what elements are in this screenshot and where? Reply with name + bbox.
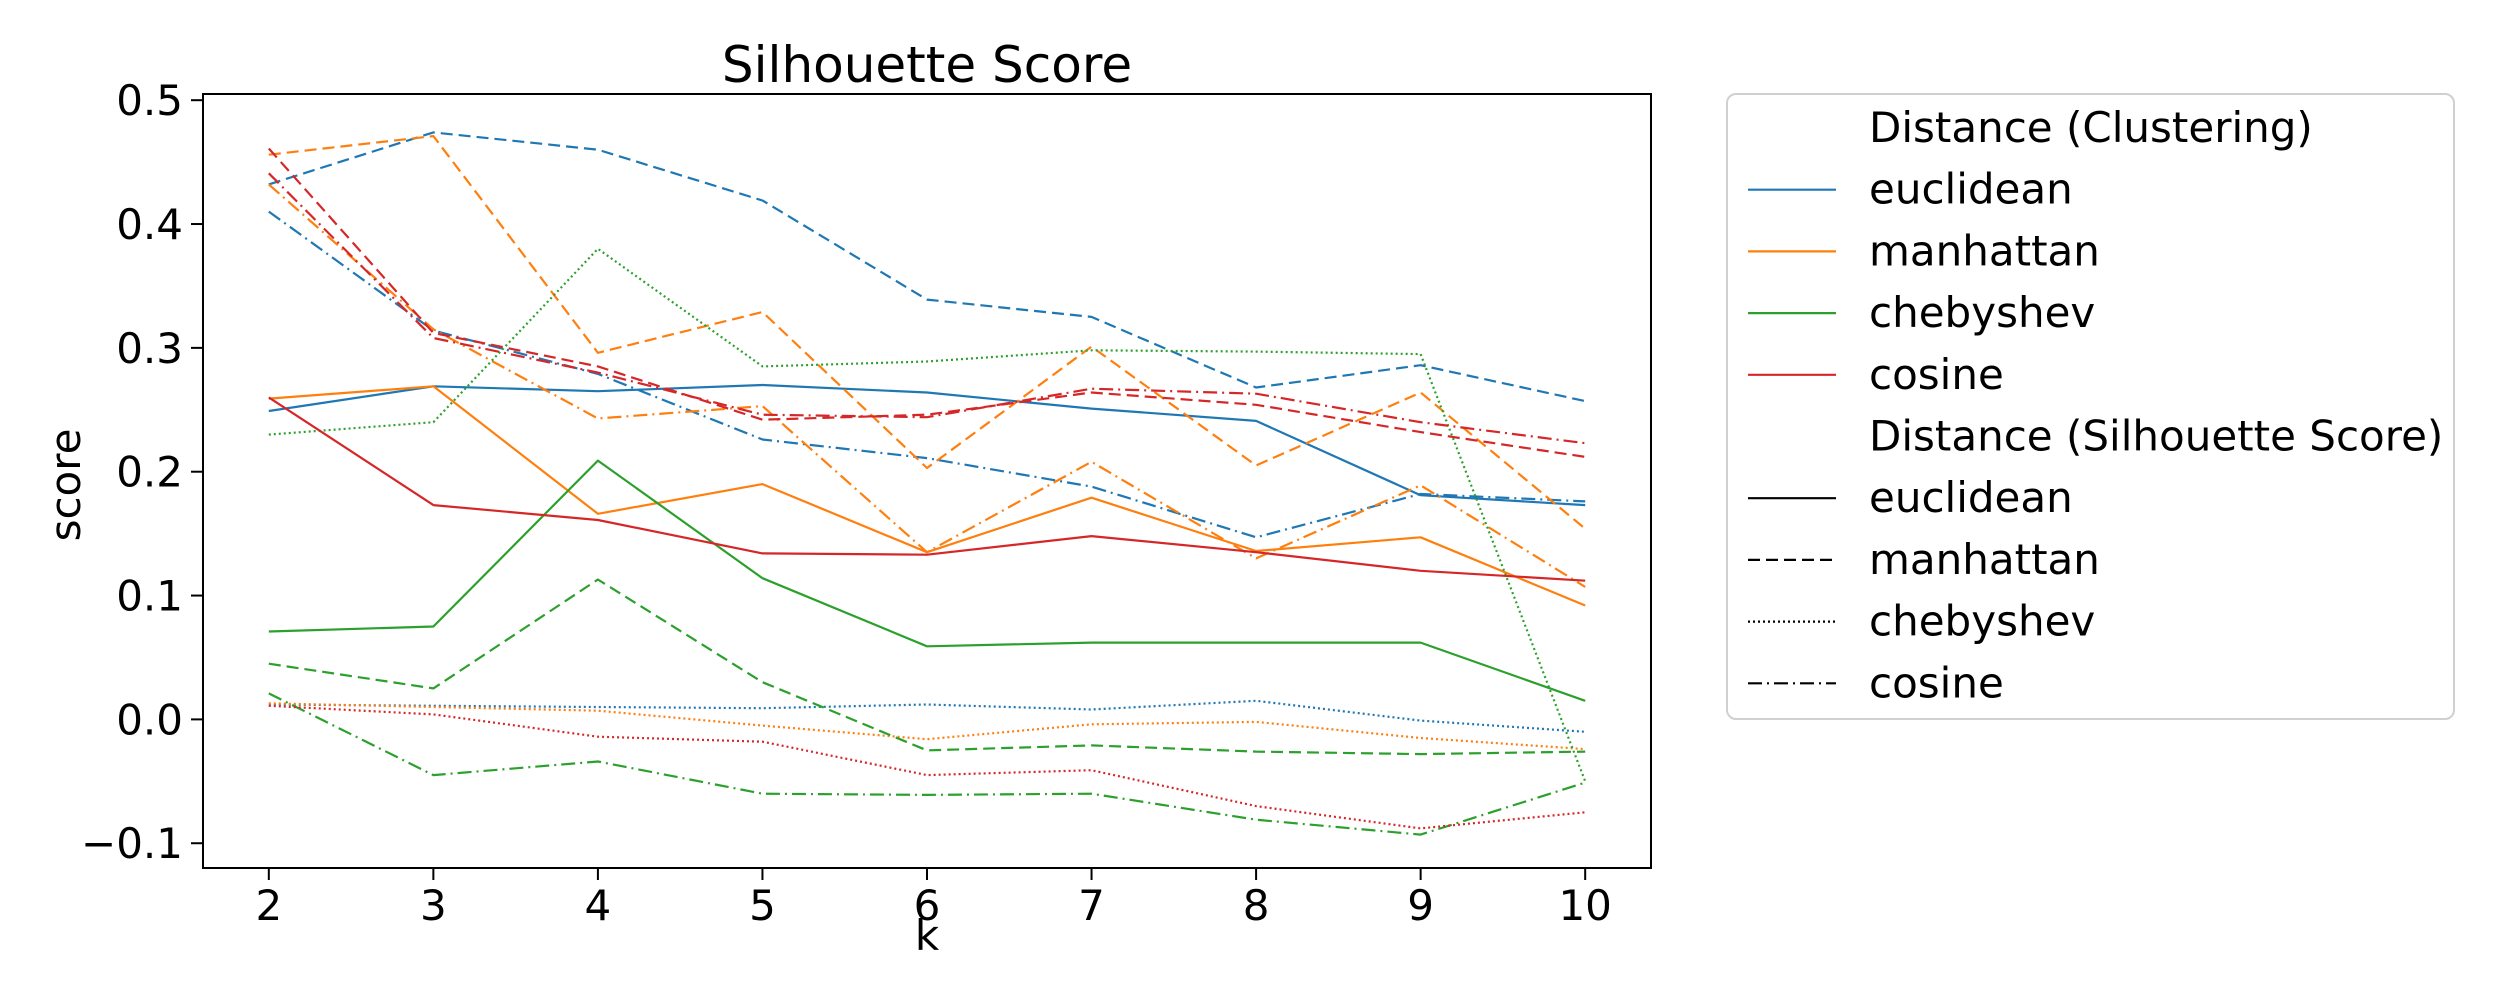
y-tick-label: 0.3 xyxy=(116,324,183,373)
series-line-euclidean-euclidean xyxy=(268,383,1586,507)
series-line-euclidean-chebyshev xyxy=(268,699,1586,733)
series-line-cosine-cosine xyxy=(268,172,1586,445)
x-ticks: 2 3 4 5 6 7 8 9 10 xyxy=(255,868,1612,930)
series-line-chebyshev-chebyshev xyxy=(268,247,1587,782)
x-tick-label: 4 xyxy=(585,881,612,930)
x-tick-label: 3 xyxy=(420,881,447,930)
x-tick-label: 5 xyxy=(749,881,776,930)
legend-entry-label: cosine xyxy=(1869,658,2004,707)
x-axis-label: k xyxy=(915,911,940,960)
legend-entry-label: chebyshev xyxy=(1869,288,2095,337)
chart-title: Silhouette Score xyxy=(722,36,1132,94)
y-tick-label: −0.1 xyxy=(81,819,183,868)
x-tick-label: 6 xyxy=(914,881,941,930)
legend-box xyxy=(1726,93,2455,720)
x-tick-label: 8 xyxy=(1243,881,1270,930)
y-ticks: 0.5 0.4 0.3 0.2 0.1 0.0 −0.1 xyxy=(81,76,203,868)
y-tick-label: 0.1 xyxy=(116,572,183,621)
series-line-chebyshev-euclidean xyxy=(268,459,1586,702)
series-line-chebyshev-cosine xyxy=(268,692,1586,836)
series-line-cosine-chebyshev xyxy=(268,704,1586,830)
series-line-manhattan-euclidean xyxy=(268,385,1586,607)
series-lines xyxy=(267,131,1587,836)
legend-entry-label: euclidean xyxy=(1869,165,2073,214)
series-line-euclidean-manhattan xyxy=(268,131,1586,403)
y-tick-label: 0.0 xyxy=(116,695,183,744)
legend-entry-label: manhattan xyxy=(1869,226,2100,275)
legend-entry-label: chebyshev xyxy=(1869,597,2095,646)
legend-entry-label: cosine xyxy=(1869,350,2004,399)
legend-entry-label: euclidean xyxy=(1869,473,2073,522)
y-tick-label: 0.2 xyxy=(116,448,183,497)
x-tick-label: 9 xyxy=(1407,881,1434,930)
y-tick-label: 0.4 xyxy=(116,200,183,249)
series-line-manhattan-chebyshev xyxy=(268,702,1586,751)
x-tick-label: 10 xyxy=(1558,881,1611,930)
x-tick-label: 7 xyxy=(1078,881,1105,930)
series-line-euclidean-cosine xyxy=(268,210,1586,539)
y-tick-label: 0.5 xyxy=(116,76,183,125)
legend-group-title: Distance (Silhouette Score) xyxy=(1869,412,2443,461)
x-tick-label: 2 xyxy=(255,881,282,930)
plot-frame xyxy=(202,93,1652,869)
legend: Distance (Clustering) euclidean manhattan c… xyxy=(1726,93,2455,720)
legend-group-title: Distance (Clustering) xyxy=(1869,103,2313,152)
series-line-cosine-euclidean xyxy=(268,396,1586,582)
legend-entry-label: manhattan xyxy=(1869,535,2100,584)
series-line-manhattan-manhattan xyxy=(268,135,1586,530)
series-line-cosine-manhattan xyxy=(267,147,1586,458)
y-axis-label: score xyxy=(41,429,90,542)
series-line-chebyshev-manhattan xyxy=(268,578,1586,756)
series-line-manhattan-cosine xyxy=(268,183,1586,588)
